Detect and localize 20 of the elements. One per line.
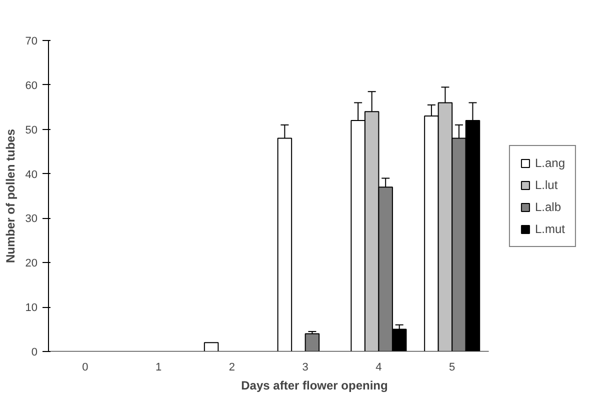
y-tick-label: 60 bbox=[25, 80, 38, 92]
legend-label: L.mut bbox=[534, 222, 565, 236]
y-tick-label: 20 bbox=[25, 258, 38, 270]
x-axis-title: Days after flower opening bbox=[241, 378, 388, 392]
x-tick-label: 3 bbox=[302, 362, 308, 374]
x-tick-label: 0 bbox=[82, 362, 88, 374]
x-tick-label: 2 bbox=[228, 362, 236, 374]
legend-label: L.lut bbox=[534, 178, 558, 192]
x-tick-label: 4 bbox=[376, 362, 382, 374]
y-axis-title: Number of pollen tubes bbox=[3, 128, 18, 263]
y-tick-label: 50 bbox=[25, 124, 38, 136]
y-tick-label: 40 bbox=[25, 168, 38, 181]
legend-label: L.ang bbox=[534, 156, 565, 170]
legend-label: L.alb bbox=[534, 200, 561, 214]
y-tick-label: 0 bbox=[31, 346, 38, 358]
x-tick-label: 1 bbox=[156, 362, 162, 374]
x-tick-label: 5 bbox=[449, 362, 456, 374]
y-tick-label: 10 bbox=[25, 302, 38, 314]
y-tick-label: 30 bbox=[25, 213, 38, 226]
y-tick-label: 70 bbox=[25, 36, 38, 48]
